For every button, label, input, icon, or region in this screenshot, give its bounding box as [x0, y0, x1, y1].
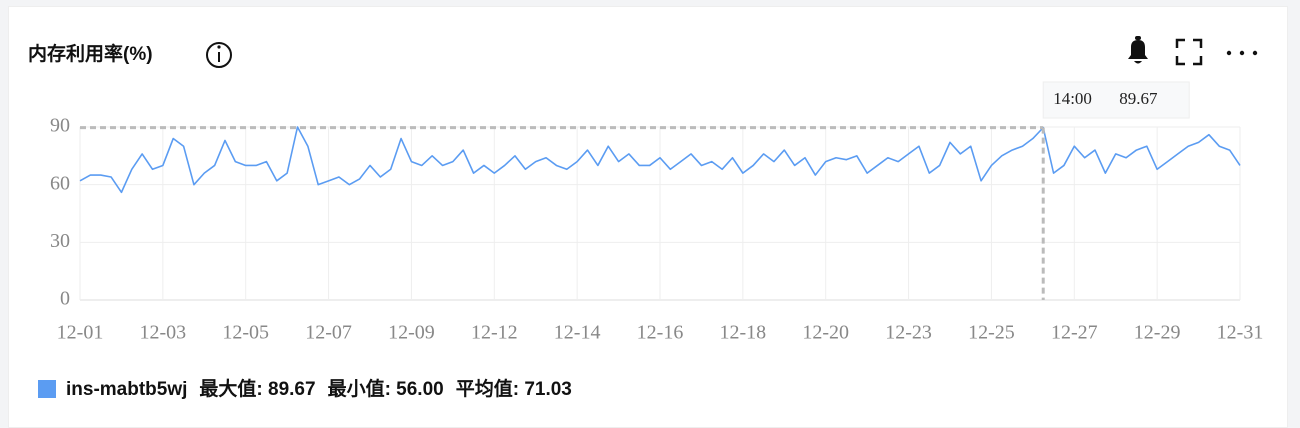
x-tick-label: 12-09: [388, 322, 435, 344]
x-tick-label: 12-31: [1217, 322, 1264, 344]
x-tick-label: 12-29: [1134, 322, 1181, 344]
y-tick-label: 0: [60, 288, 70, 310]
x-tick-label: 12-12: [471, 322, 518, 344]
x-tick-label: 12-16: [637, 322, 684, 344]
legend-stat: 最小值: 56.00: [328, 377, 444, 400]
x-tick-label: 12-25: [968, 322, 1015, 344]
chart-title: 内存利用率(%): [28, 42, 153, 65]
x-tick-label: 12-05: [222, 322, 269, 344]
tooltip-label: 14:00: [1053, 89, 1092, 108]
more-icon[interactable]: [1226, 50, 1258, 56]
y-tick-label: 30: [50, 230, 70, 252]
fullscreen-icon[interactable]: [1175, 38, 1203, 66]
tooltip-box: [1042, 81, 1190, 119]
x-tick-label: 12-27: [1051, 322, 1098, 344]
info-icon[interactable]: [206, 42, 232, 68]
legend-stat: 最大值: 89.67: [199, 377, 315, 400]
tooltip-value: 89.67: [1119, 89, 1158, 108]
x-tick-label: 12-14: [554, 322, 601, 344]
legend-stat: 平均值: 71.03: [456, 377, 572, 400]
alarm-icon[interactable]: [1128, 36, 1148, 64]
x-tick-label: 12-07: [305, 322, 352, 344]
x-tick-label: 12-01: [57, 322, 104, 344]
x-tick-label: 12-23: [885, 322, 932, 344]
x-tick-label: 12-20: [802, 322, 849, 344]
x-tick-label: 12-03: [140, 322, 187, 344]
legend-swatch: [38, 380, 56, 398]
y-tick-label: 60: [50, 172, 70, 194]
x-tick-label: 12-18: [720, 322, 767, 344]
y-tick-label: 90: [50, 115, 70, 137]
legend-label: ins-mabtb5wj: [66, 379, 187, 400]
series-line: [79, 126, 1241, 194]
